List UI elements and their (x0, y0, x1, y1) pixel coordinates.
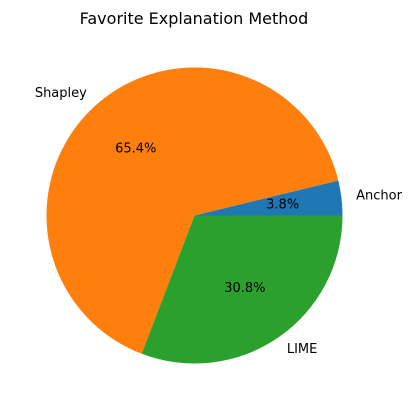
pie-slices (46, 67, 343, 364)
pie-slice-shapley (46, 67, 339, 354)
pct-label-anchor: 3.8% (266, 197, 299, 212)
slice-label-anchor: Anchor (356, 189, 402, 204)
pct-label-shapley: 65.4% (115, 141, 156, 156)
slice-label-shapley: Shapley (35, 86, 87, 101)
pct-label-lime: 30.8% (224, 281, 265, 296)
pie-labels: Anchor 3.8% Shapley 65.4% LIME 30.8% (35, 86, 403, 357)
slice-label-lime: LIME (287, 342, 318, 357)
pie-slice-anchor (194, 180, 343, 216)
pie-slice-lime (141, 215, 343, 364)
chart-title: Favorite Explanation Method (80, 9, 309, 28)
